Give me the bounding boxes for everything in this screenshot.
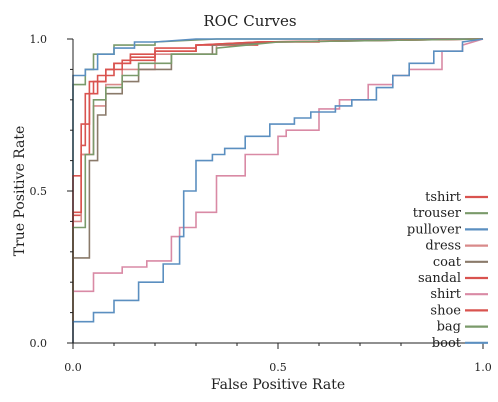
series-line-bag	[72, 38, 484, 343]
x-tick-label: 0.5	[269, 361, 287, 374]
legend-label-dress: dress	[425, 239, 461, 254]
x-axis-label: False Positive Rate	[211, 377, 345, 393]
y-ticks: 0.0 0.5 1.0	[30, 33, 73, 350]
y-tick-label: 0.5	[30, 185, 48, 198]
legend-label-sandal: sandal	[418, 271, 461, 286]
legend-label-boot: boot	[432, 336, 462, 351]
legend-label-shirt: shirt	[430, 287, 461, 302]
y-tick-label: 0.0	[30, 337, 48, 350]
series-line-coat	[72, 38, 484, 343]
series-line-tshirt	[72, 38, 483, 343]
legend-label-bag: bag	[437, 320, 461, 335]
legend-label-trouser: trouser	[413, 206, 462, 221]
series-line-shoe	[72, 38, 484, 343]
series-line-trouser	[72, 38, 483, 343]
legend-label-coat: coat	[433, 255, 462, 270]
x-ticks: 0.0 0.5 1.0	[64, 343, 492, 374]
series-line-sandal	[72, 38, 484, 343]
series-line-pullover	[72, 38, 483, 343]
series-line-boot	[72, 38, 484, 343]
chart-title: ROC Curves	[203, 12, 296, 30]
series-line-shirt	[72, 38, 484, 343]
legend-label-shoe: shoe	[430, 303, 461, 318]
x-tick-label: 0.0	[64, 361, 82, 374]
x-tick-label: 1.0	[474, 361, 492, 374]
legend-label-pullover: pullover	[407, 222, 462, 237]
y-tick-label: 1.0	[30, 33, 48, 46]
legend-label-tshirt: tshirt	[425, 190, 462, 205]
y-axis-label: True Positive Rate	[12, 126, 28, 257]
series-line-dress	[72, 38, 484, 343]
plot-lines	[72, 38, 484, 343]
